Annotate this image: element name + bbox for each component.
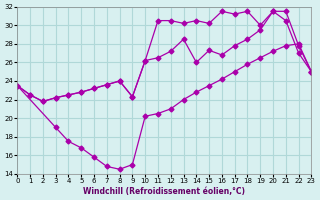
X-axis label: Windchill (Refroidissement éolien,°C): Windchill (Refroidissement éolien,°C) — [84, 187, 245, 196]
